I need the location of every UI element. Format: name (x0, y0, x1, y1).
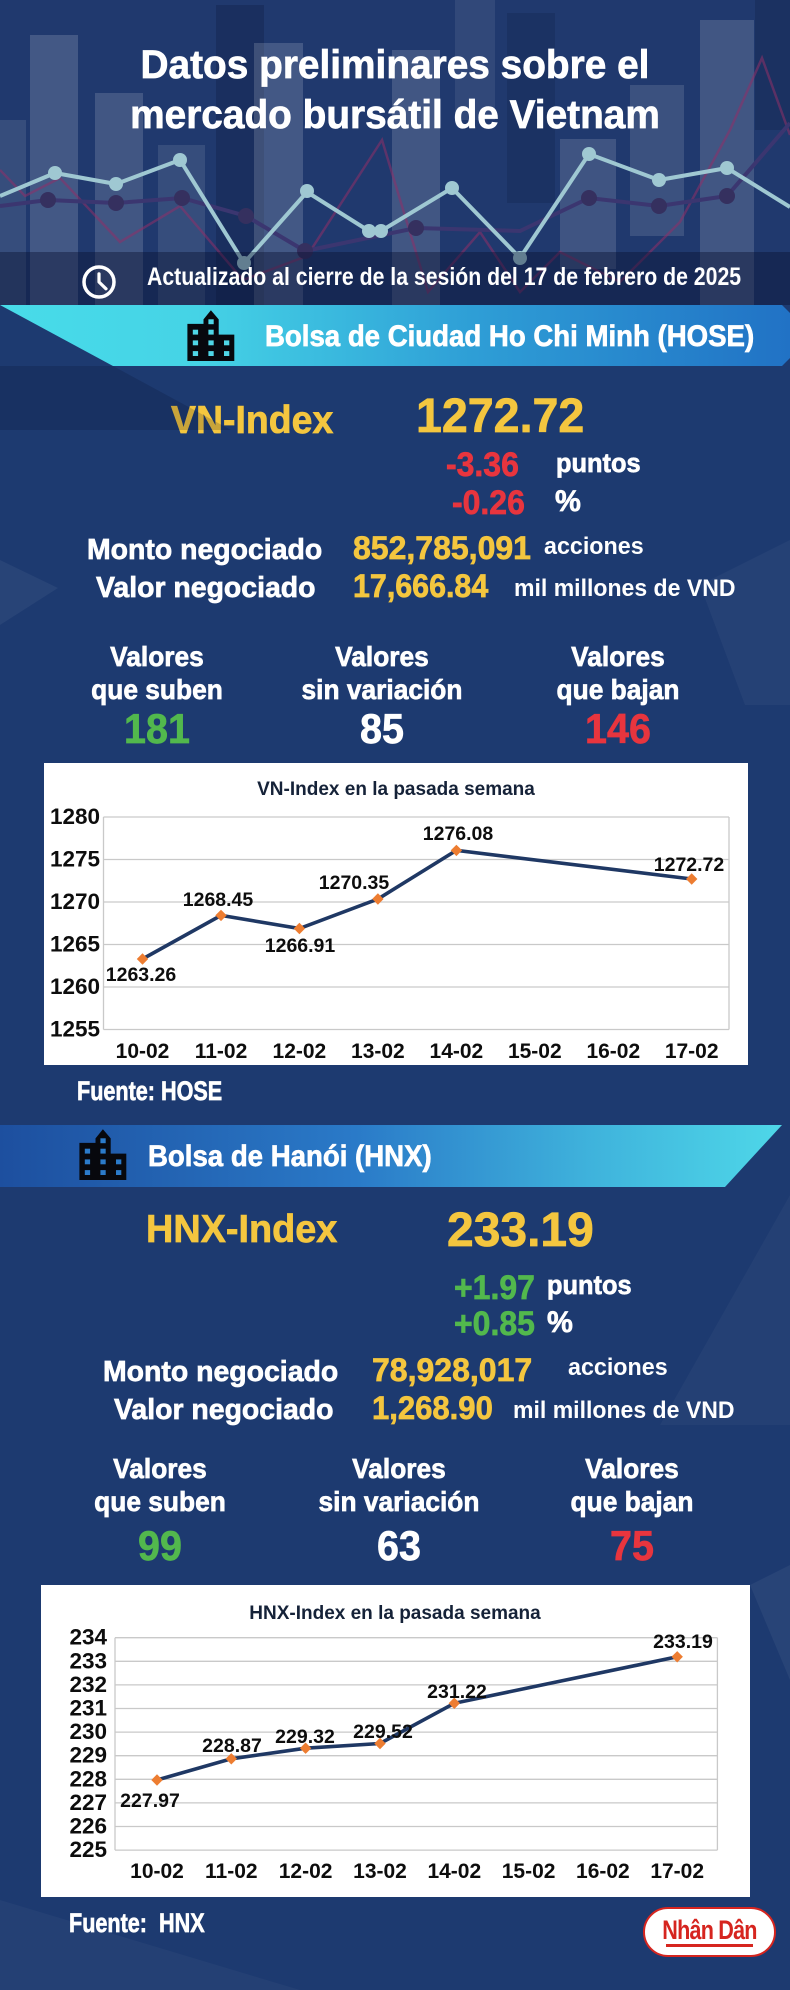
svg-text:1268.45: 1268.45 (183, 889, 254, 911)
svg-text:232: 232 (69, 1672, 107, 1697)
svg-text:229.52: 229.52 (353, 1721, 413, 1743)
svg-text:10-02: 10-02 (116, 1040, 170, 1063)
svg-text:228.87: 228.87 (202, 1735, 262, 1757)
svg-text:231: 231 (69, 1696, 107, 1721)
svg-text:226: 226 (69, 1814, 107, 1839)
svg-text:1280: 1280 (50, 804, 100, 829)
svg-text:14-02: 14-02 (430, 1040, 484, 1063)
svg-text:13-02: 13-02 (353, 1860, 407, 1883)
svg-text:231.22: 231.22 (427, 1681, 487, 1703)
svg-text:227: 227 (69, 1790, 107, 1815)
svg-text:1263.26: 1263.26 (106, 964, 177, 986)
svg-text:1270: 1270 (50, 889, 100, 914)
svg-text:14-02: 14-02 (427, 1860, 481, 1883)
svg-text:1266.91: 1266.91 (265, 935, 336, 957)
svg-text:230: 230 (69, 1719, 107, 1744)
svg-text:10-02: 10-02 (130, 1860, 184, 1883)
svg-text:VN-Index en la pasada semana: VN-Index en la pasada semana (257, 779, 535, 800)
svg-text:17-02: 17-02 (650, 1860, 704, 1883)
svg-text:13-02: 13-02 (351, 1040, 405, 1063)
svg-text:16-02: 16-02 (586, 1040, 640, 1063)
svg-text:11-02: 11-02 (205, 1860, 258, 1883)
svg-text:1255: 1255 (50, 1017, 100, 1042)
svg-text:234: 234 (69, 1625, 107, 1650)
svg-text:227.97: 227.97 (120, 1790, 180, 1812)
svg-text:1265: 1265 (50, 932, 100, 957)
svg-text:228: 228 (69, 1766, 107, 1791)
svg-text:1260: 1260 (50, 974, 100, 999)
svg-text:12-02: 12-02 (273, 1040, 327, 1063)
svg-text:1270.35: 1270.35 (319, 872, 390, 894)
svg-text:15-02: 15-02 (502, 1860, 556, 1883)
svg-text:225: 225 (69, 1837, 107, 1862)
svg-text:233: 233 (69, 1648, 107, 1673)
svg-text:229.32: 229.32 (275, 1726, 335, 1748)
svg-text:1275: 1275 (50, 847, 100, 872)
svg-text:1272.72: 1272.72 (654, 854, 725, 876)
svg-text:233.19: 233.19 (653, 1631, 713, 1653)
svg-text:15-02: 15-02 (508, 1040, 562, 1063)
svg-text:HNX-Index en la pasada semana: HNX-Index en la pasada semana (249, 1603, 541, 1624)
svg-text:12-02: 12-02 (279, 1860, 333, 1883)
svg-text:16-02: 16-02 (576, 1860, 630, 1883)
svg-text:17-02: 17-02 (665, 1040, 719, 1063)
svg-text:229: 229 (69, 1743, 107, 1768)
svg-text:11-02: 11-02 (195, 1040, 248, 1063)
svg-text:1276.08: 1276.08 (423, 823, 494, 845)
